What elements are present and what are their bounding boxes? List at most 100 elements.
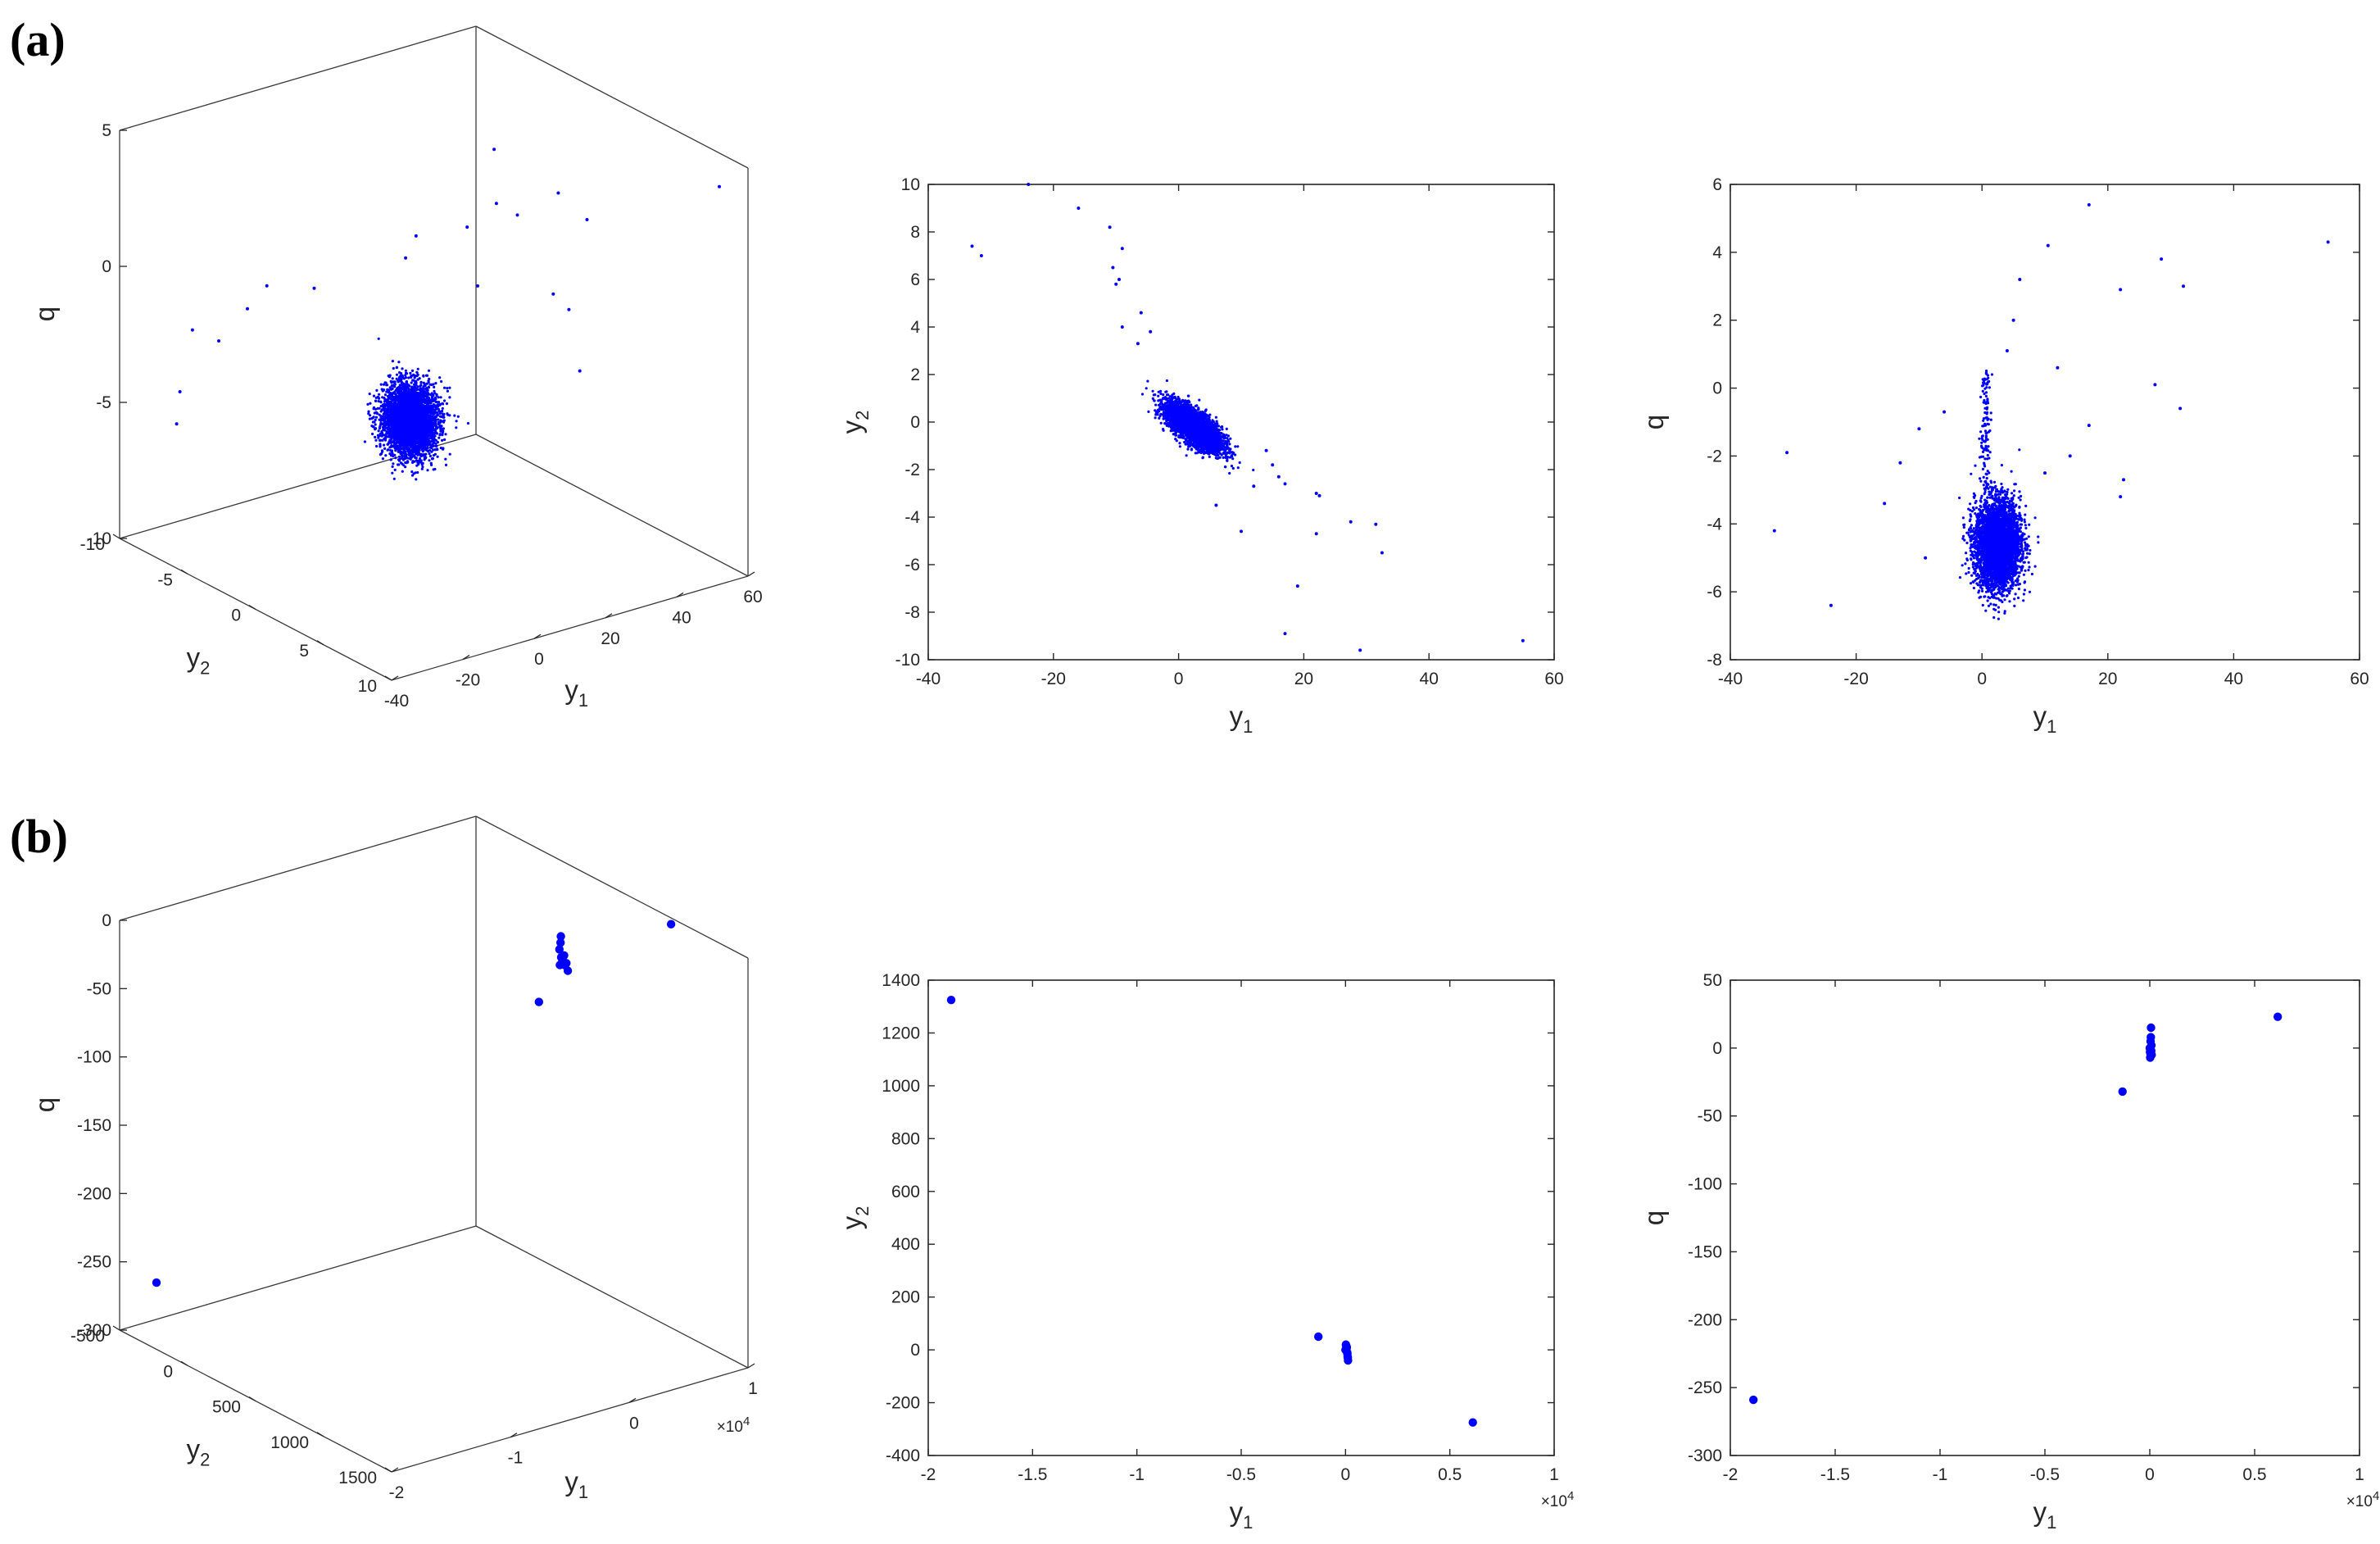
data-point <box>430 411 433 415</box>
data-point <box>379 400 383 403</box>
data-point <box>436 448 439 452</box>
y-tick-label: -10 <box>895 651 920 670</box>
data-point <box>409 454 412 458</box>
data-point <box>382 383 386 386</box>
data-point <box>439 396 442 399</box>
data-point <box>424 387 428 390</box>
data-point <box>419 399 422 402</box>
data-point <box>391 465 394 469</box>
data-point <box>435 400 438 404</box>
y-tick-label: 0 <box>231 606 241 625</box>
data-point <box>246 307 249 311</box>
data-point <box>418 377 421 380</box>
x-tick-label: -40 <box>916 670 941 688</box>
data-point <box>397 458 401 461</box>
data-point <box>434 442 437 446</box>
data-point <box>397 388 400 391</box>
data-point <box>407 429 410 434</box>
data-point <box>430 463 433 467</box>
data-point <box>386 443 389 446</box>
data-point <box>363 440 366 443</box>
data-point <box>567 307 571 311</box>
data-point <box>438 376 442 379</box>
data-point <box>718 184 721 188</box>
data-point <box>374 428 377 431</box>
data-point <box>421 461 424 465</box>
data-point <box>409 375 413 379</box>
data-point <box>1145 387 1148 390</box>
data-point <box>388 375 391 378</box>
data-point <box>415 393 419 397</box>
data-point <box>405 391 408 394</box>
data-point <box>415 437 419 440</box>
data-point <box>426 469 429 472</box>
data-point <box>424 400 428 403</box>
data-point <box>453 414 456 417</box>
data-point <box>380 408 383 411</box>
data-point <box>433 452 437 456</box>
data-point <box>404 450 407 453</box>
data-point <box>407 447 410 450</box>
data-point <box>397 397 401 400</box>
data-point <box>386 394 390 398</box>
x-tick-mark <box>747 571 755 577</box>
data-point <box>401 470 404 473</box>
data-point <box>416 453 419 456</box>
data-point <box>443 438 447 442</box>
data-point <box>433 448 437 452</box>
data-point <box>411 416 415 420</box>
data-point <box>377 337 380 340</box>
data-point <box>447 413 450 416</box>
data-point <box>422 454 425 457</box>
data-point <box>424 392 427 395</box>
data-point <box>396 420 399 424</box>
data-point <box>390 450 393 453</box>
data-point <box>392 417 395 420</box>
data-point <box>466 421 470 425</box>
x-tick-label: -40 <box>384 692 409 711</box>
data-point <box>448 452 451 456</box>
data-point <box>438 403 442 406</box>
data-point <box>556 191 560 195</box>
data-point <box>397 428 401 431</box>
x-tick-mark <box>676 592 684 597</box>
data-point <box>400 456 403 460</box>
data-point <box>425 382 428 385</box>
y-tick-label: -5 <box>157 570 173 589</box>
data-point <box>410 436 414 439</box>
z-tick-label: -10 <box>87 529 111 548</box>
data-point <box>392 462 395 465</box>
data-point <box>405 379 408 384</box>
data-point <box>410 381 413 384</box>
data-point <box>428 400 431 403</box>
data-point <box>388 432 391 435</box>
y-tick-mark <box>180 569 188 574</box>
data-point <box>374 399 378 402</box>
data-point <box>425 403 429 406</box>
y-tick-label: 4 <box>910 318 920 337</box>
data-point <box>415 375 418 378</box>
data-point <box>442 447 445 450</box>
data-point <box>406 426 410 429</box>
data-point <box>385 384 388 387</box>
data-point <box>419 381 423 384</box>
data-point <box>416 367 419 370</box>
data-point <box>384 423 388 427</box>
data-point <box>378 406 381 410</box>
data-point <box>413 406 416 409</box>
data-point <box>420 434 424 437</box>
data-point <box>406 384 410 387</box>
data-point <box>585 218 589 221</box>
data-point <box>434 418 437 421</box>
data-point <box>426 449 429 452</box>
data-point <box>377 429 380 433</box>
x-tick-label: 40 <box>1420 670 1439 688</box>
data-point <box>394 456 397 460</box>
data-point <box>409 450 413 453</box>
x-tick-label: 0 <box>534 650 544 669</box>
data-point <box>444 463 448 467</box>
data-point <box>418 403 422 406</box>
data-point <box>397 437 401 440</box>
data-point <box>402 377 406 380</box>
